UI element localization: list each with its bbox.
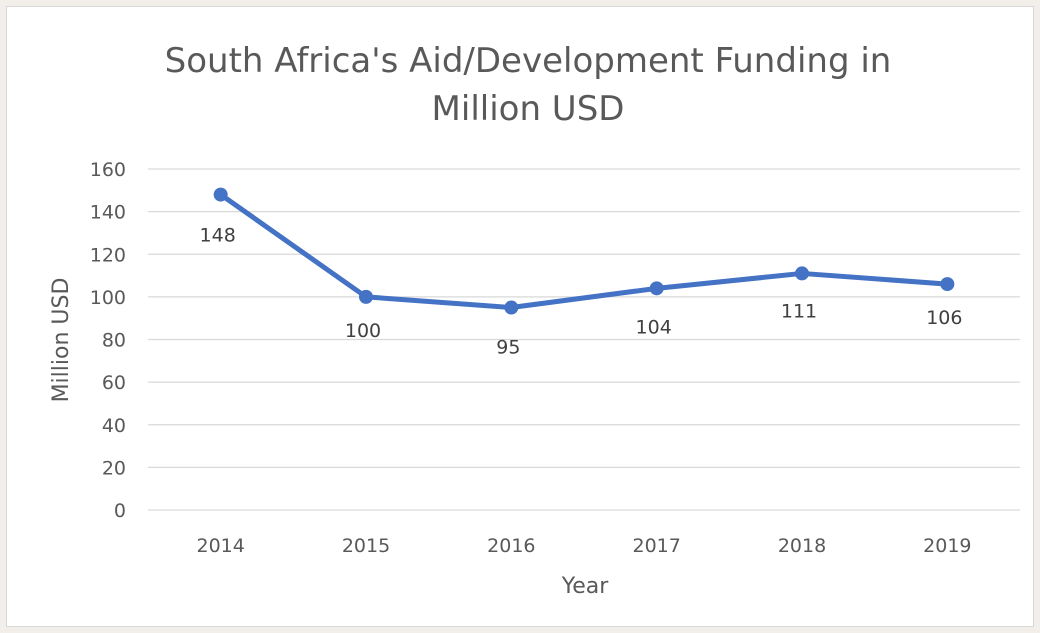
- x-tick-label: 2018: [778, 535, 826, 557]
- data-label: 104: [636, 316, 672, 338]
- y-tick-label: 0: [114, 500, 126, 522]
- data-label: 148: [200, 225, 236, 247]
- y-tick-label: 80: [102, 330, 126, 352]
- y-axis-title: Million USD: [49, 278, 74, 403]
- x-axis-title: Year: [561, 574, 610, 599]
- data-point: [213, 187, 228, 202]
- x-tick-label: 2016: [487, 535, 535, 557]
- x-tick-label: 2017: [632, 535, 680, 557]
- series-markers: [213, 187, 955, 315]
- data-labels: 148 100 95 104 111 106: [200, 225, 963, 359]
- chart-title-line-1: South Africa's Aid/Development Funding i…: [165, 41, 892, 81]
- y-tick-label: 140: [90, 202, 126, 224]
- y-tick-label: 40: [102, 415, 126, 437]
- chart-frame: [6, 6, 1034, 627]
- x-tick-label: 2015: [342, 535, 390, 557]
- data-point: [795, 266, 809, 281]
- y-tick-label: 160: [90, 159, 126, 181]
- gridlines: [148, 168, 1020, 511]
- chart-title-line-2: Million USD: [432, 89, 625, 129]
- data-label: 95: [496, 337, 520, 359]
- data-point: [940, 277, 955, 292]
- x-tick-label: 2014: [196, 535, 244, 557]
- data-label: 100: [345, 320, 381, 342]
- x-tick-label: 2019: [923, 535, 971, 557]
- data-point: [649, 281, 664, 296]
- data-point: [359, 289, 373, 304]
- data-label: 106: [926, 307, 962, 329]
- y-axis-ticks: 0 20 40 60 80 100 120 140 160: [90, 159, 126, 522]
- data-label: 111: [781, 300, 817, 322]
- y-tick-label: 120: [90, 244, 126, 266]
- y-tick-label: 60: [102, 372, 126, 394]
- x-axis-ticks: 2014 2015 2016 2017 2018 2019: [196, 535, 971, 557]
- series-line: [218, 192, 950, 311]
- y-tick-label: 20: [102, 457, 126, 479]
- y-tick-label: 100: [90, 287, 126, 309]
- data-point: [504, 300, 519, 315]
